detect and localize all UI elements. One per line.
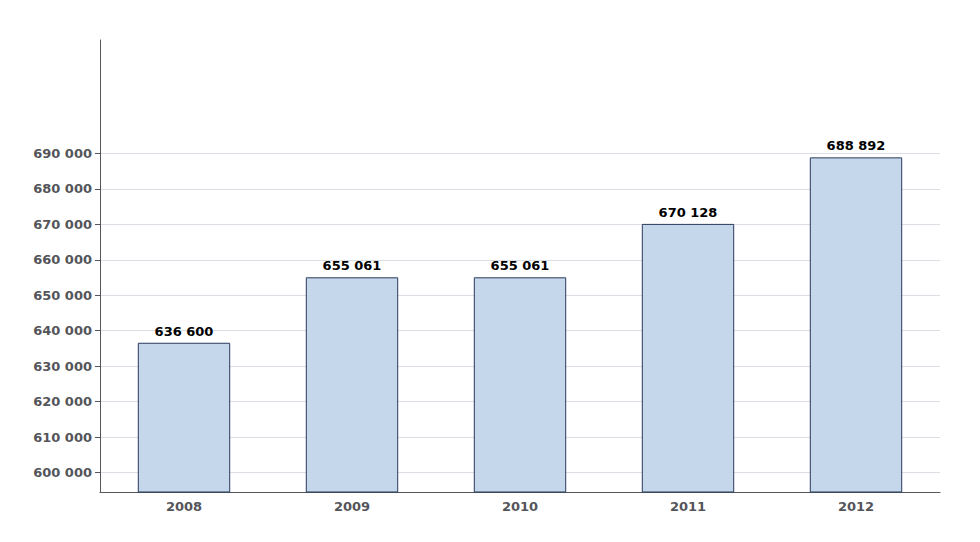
- svg-text:636 600: 636 600: [155, 324, 214, 339]
- svg-text:670 128: 670 128: [659, 205, 718, 220]
- svg-text:2009: 2009: [334, 499, 370, 514]
- svg-text:655 061: 655 061: [323, 258, 382, 273]
- svg-text:690 000: 690 000: [33, 146, 92, 161]
- svg-text:620 000: 620 000: [33, 394, 92, 409]
- svg-text:610 000: 610 000: [33, 430, 92, 445]
- svg-text:650 000: 650 000: [33, 288, 92, 303]
- svg-text:2010: 2010: [502, 499, 538, 514]
- svg-text:630 000: 630 000: [33, 359, 92, 374]
- svg-text:2011: 2011: [670, 499, 706, 514]
- svg-text:688 892: 688 892: [827, 138, 886, 153]
- svg-text:640 000: 640 000: [33, 323, 92, 338]
- svg-text:655 061: 655 061: [491, 258, 550, 273]
- svg-text:600 000: 600 000: [33, 465, 92, 480]
- svg-text:2012: 2012: [838, 499, 874, 514]
- svg-text:660 000: 660 000: [33, 252, 92, 267]
- svg-text:2008: 2008: [166, 499, 202, 514]
- svg-text:680 000: 680 000: [33, 181, 92, 196]
- svg-text:670 000: 670 000: [33, 217, 92, 232]
